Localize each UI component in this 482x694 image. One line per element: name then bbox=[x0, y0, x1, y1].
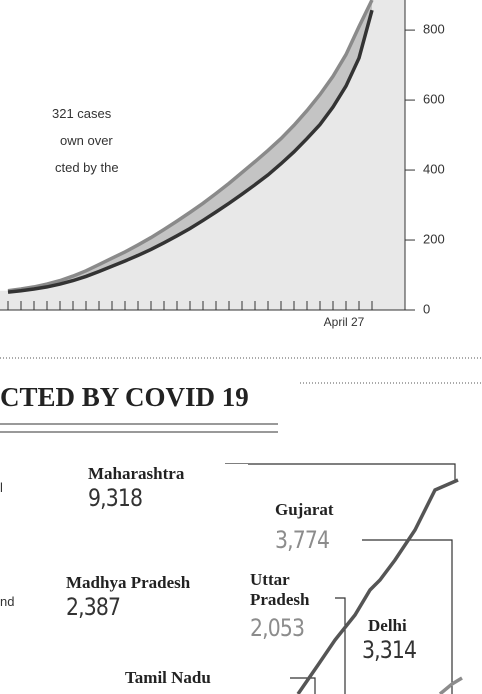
state-value: 3,774 bbox=[275, 526, 330, 554]
state-value: 9,318 bbox=[88, 484, 143, 512]
state-name: Delhi bbox=[368, 616, 448, 636]
series-line bbox=[7, 0, 374, 293]
section-title: CTED BY COVID 19 bbox=[0, 382, 249, 412]
y-tick-label: 0 bbox=[423, 301, 430, 316]
annotation: own over bbox=[60, 133, 113, 148]
state-value: 3,314 bbox=[362, 636, 417, 664]
series-line bbox=[7, 9, 374, 294]
plot bbox=[0, 0, 405, 310]
y-tick-label: 200 bbox=[423, 231, 445, 246]
y-tick-label: 800 bbox=[423, 22, 445, 37]
annotation: cted by the bbox=[55, 160, 119, 175]
state-name: Madhya Pradesh bbox=[66, 573, 226, 593]
state-name: Maharashtra bbox=[88, 464, 248, 484]
y-tick-label: 400 bbox=[423, 161, 445, 176]
state-leaders bbox=[225, 463, 463, 694]
annotation: 321 cases bbox=[52, 106, 112, 121]
state-name: Uttar Pradesh bbox=[250, 570, 320, 610]
state-name: Tamil Nadu bbox=[125, 668, 245, 688]
x-tick-label: April 27 bbox=[324, 315, 365, 329]
area-under bbox=[0, 0, 405, 310]
state-value: 2,387 bbox=[66, 593, 121, 621]
state-value: 2,053 bbox=[250, 614, 305, 642]
state-name: Gujarat bbox=[275, 500, 375, 520]
fragment: l bbox=[0, 480, 3, 495]
fragment: nd bbox=[0, 594, 15, 609]
y-tick-label: 600 bbox=[423, 92, 445, 107]
